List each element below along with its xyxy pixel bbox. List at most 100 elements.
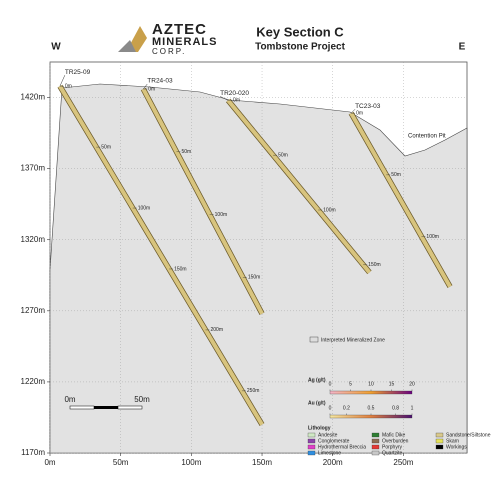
x-tick-label: 0m: [44, 458, 55, 467]
scale-tick-label: 0: [329, 381, 332, 387]
depth-label: 0m: [233, 98, 240, 104]
zone-swatch: [309, 336, 319, 343]
depth-label: 0m: [148, 86, 155, 92]
scale-tick-label: 0.8: [392, 405, 399, 411]
scale-tick-label: 0.5: [368, 405, 375, 411]
lithology-swatch: [371, 438, 380, 444]
x-tick-label: 250m: [393, 458, 413, 467]
depth-label: 50m: [101, 144, 111, 150]
legend-label: Lithology: [308, 425, 331, 431]
depth-label: 150m: [368, 262, 381, 268]
y-tick-label: 1370m: [21, 164, 46, 173]
logo-mark: [118, 40, 136, 52]
legend-label: Interpreted Mineralized Zone: [321, 337, 385, 343]
x-tick-label: 100m: [181, 458, 201, 467]
x-tick-label: 50m: [113, 458, 129, 467]
scale-tick-label: 1: [411, 405, 414, 411]
hole-name: TR20-020: [220, 90, 249, 97]
lithology-label: Workings: [446, 444, 467, 450]
east-label: E: [459, 42, 466, 53]
lithology-label: Conglomerate: [318, 438, 350, 444]
x-tick-label: 200m: [323, 458, 343, 467]
subtitle: Tombstone Project: [255, 42, 345, 53]
scale-tick-label: 10: [368, 381, 374, 387]
lithology-swatch: [307, 444, 316, 450]
label-leader: [219, 96, 229, 101]
scale-tick-label: 0.2: [343, 405, 350, 411]
lithology-swatch: [371, 432, 380, 438]
drill-holes: TR25-090m50m100m150m200m250mTR24-030m50m…: [57, 69, 453, 426]
annotation: Contention Pit: [408, 134, 446, 140]
lithology-label: Limestone: [318, 450, 341, 456]
logo-text: MINERALS: [152, 36, 217, 48]
depth-label: 100m: [138, 205, 151, 211]
lithology-label: Quartzite: [382, 450, 403, 456]
scale-tick-label: 0: [329, 405, 332, 411]
hole-name: TR24-03: [147, 78, 173, 85]
ag-scale: [329, 390, 413, 395]
au-scale: [329, 414, 413, 419]
hole-name: TR25-09: [65, 69, 91, 76]
lithology-label: Porphyry: [382, 444, 403, 450]
drill-hole: [58, 85, 264, 426]
logo-text: AZTEC: [152, 21, 207, 38]
lithology-swatch: [307, 450, 316, 456]
lithology-label: Hydrothermal Breccia: [318, 444, 366, 450]
title: Key Section C: [256, 24, 344, 39]
y-tick-label: 1270m: [21, 306, 46, 315]
lithology-label: Andesite: [318, 432, 338, 438]
scale-tick-label: 15: [389, 381, 395, 387]
west-label: W: [51, 42, 61, 53]
scale-tick-label: 20: [409, 381, 415, 387]
lithology-swatch: [371, 444, 380, 450]
depth-label: 0m: [356, 111, 363, 117]
y-tick-label: 1420m: [21, 93, 46, 102]
depth-label: 100m: [215, 212, 228, 218]
logo-text: CORP.: [152, 47, 186, 56]
lithology-label: Sandstone/Siltstone: [446, 432, 491, 438]
drill-hole: [349, 112, 452, 288]
depth-label: 50m: [278, 153, 288, 159]
y-tick-label: 1320m: [21, 235, 46, 244]
label-leader: [143, 83, 148, 90]
scale-bar: [69, 405, 95, 410]
depth-label: 50m: [391, 172, 401, 178]
x-tick-label: 150m: [252, 458, 272, 467]
scale-label: 0m: [64, 395, 75, 404]
label-leader: [350, 109, 356, 114]
label-leader: [59, 75, 66, 87]
scale-label: 50m: [134, 395, 150, 404]
grid: [47, 62, 467, 456]
y-tick-label: 1170m: [21, 448, 45, 457]
depth-label: 0m: [65, 83, 72, 89]
y-tick-label: 1220m: [21, 377, 46, 386]
lithology-swatch: [435, 438, 444, 444]
depth-label: 100m: [426, 234, 439, 240]
scale-tick-label: 5: [349, 381, 352, 387]
lithology-label: Skarn: [446, 438, 459, 444]
depth-label: 50m: [181, 149, 191, 155]
drill-hole: [141, 88, 264, 315]
depth-label: 250m: [247, 388, 260, 394]
legend-label: Au (g/t): [308, 400, 326, 406]
scale-bar: [94, 406, 118, 409]
ground: [49, 83, 468, 454]
depth-label: 150m: [248, 275, 261, 281]
drill-hole: [226, 99, 372, 274]
lithology-swatch: [435, 444, 444, 450]
depth-label: 100m: [323, 207, 336, 213]
depth-label: 200m: [210, 327, 223, 333]
lithology-swatch: [371, 450, 380, 456]
lithology-label: Overburden: [382, 438, 409, 444]
legend-label: Ag (g/t): [308, 377, 326, 383]
lithology-label: Mafic Dike: [382, 432, 406, 438]
hole-name: TC23-03: [355, 103, 381, 110]
scale-bar: [117, 405, 143, 410]
lithology-swatch: [307, 438, 316, 444]
lithology-swatch: [435, 432, 444, 438]
lithology-swatch: [307, 432, 316, 438]
depth-label: 150m: [174, 266, 187, 272]
